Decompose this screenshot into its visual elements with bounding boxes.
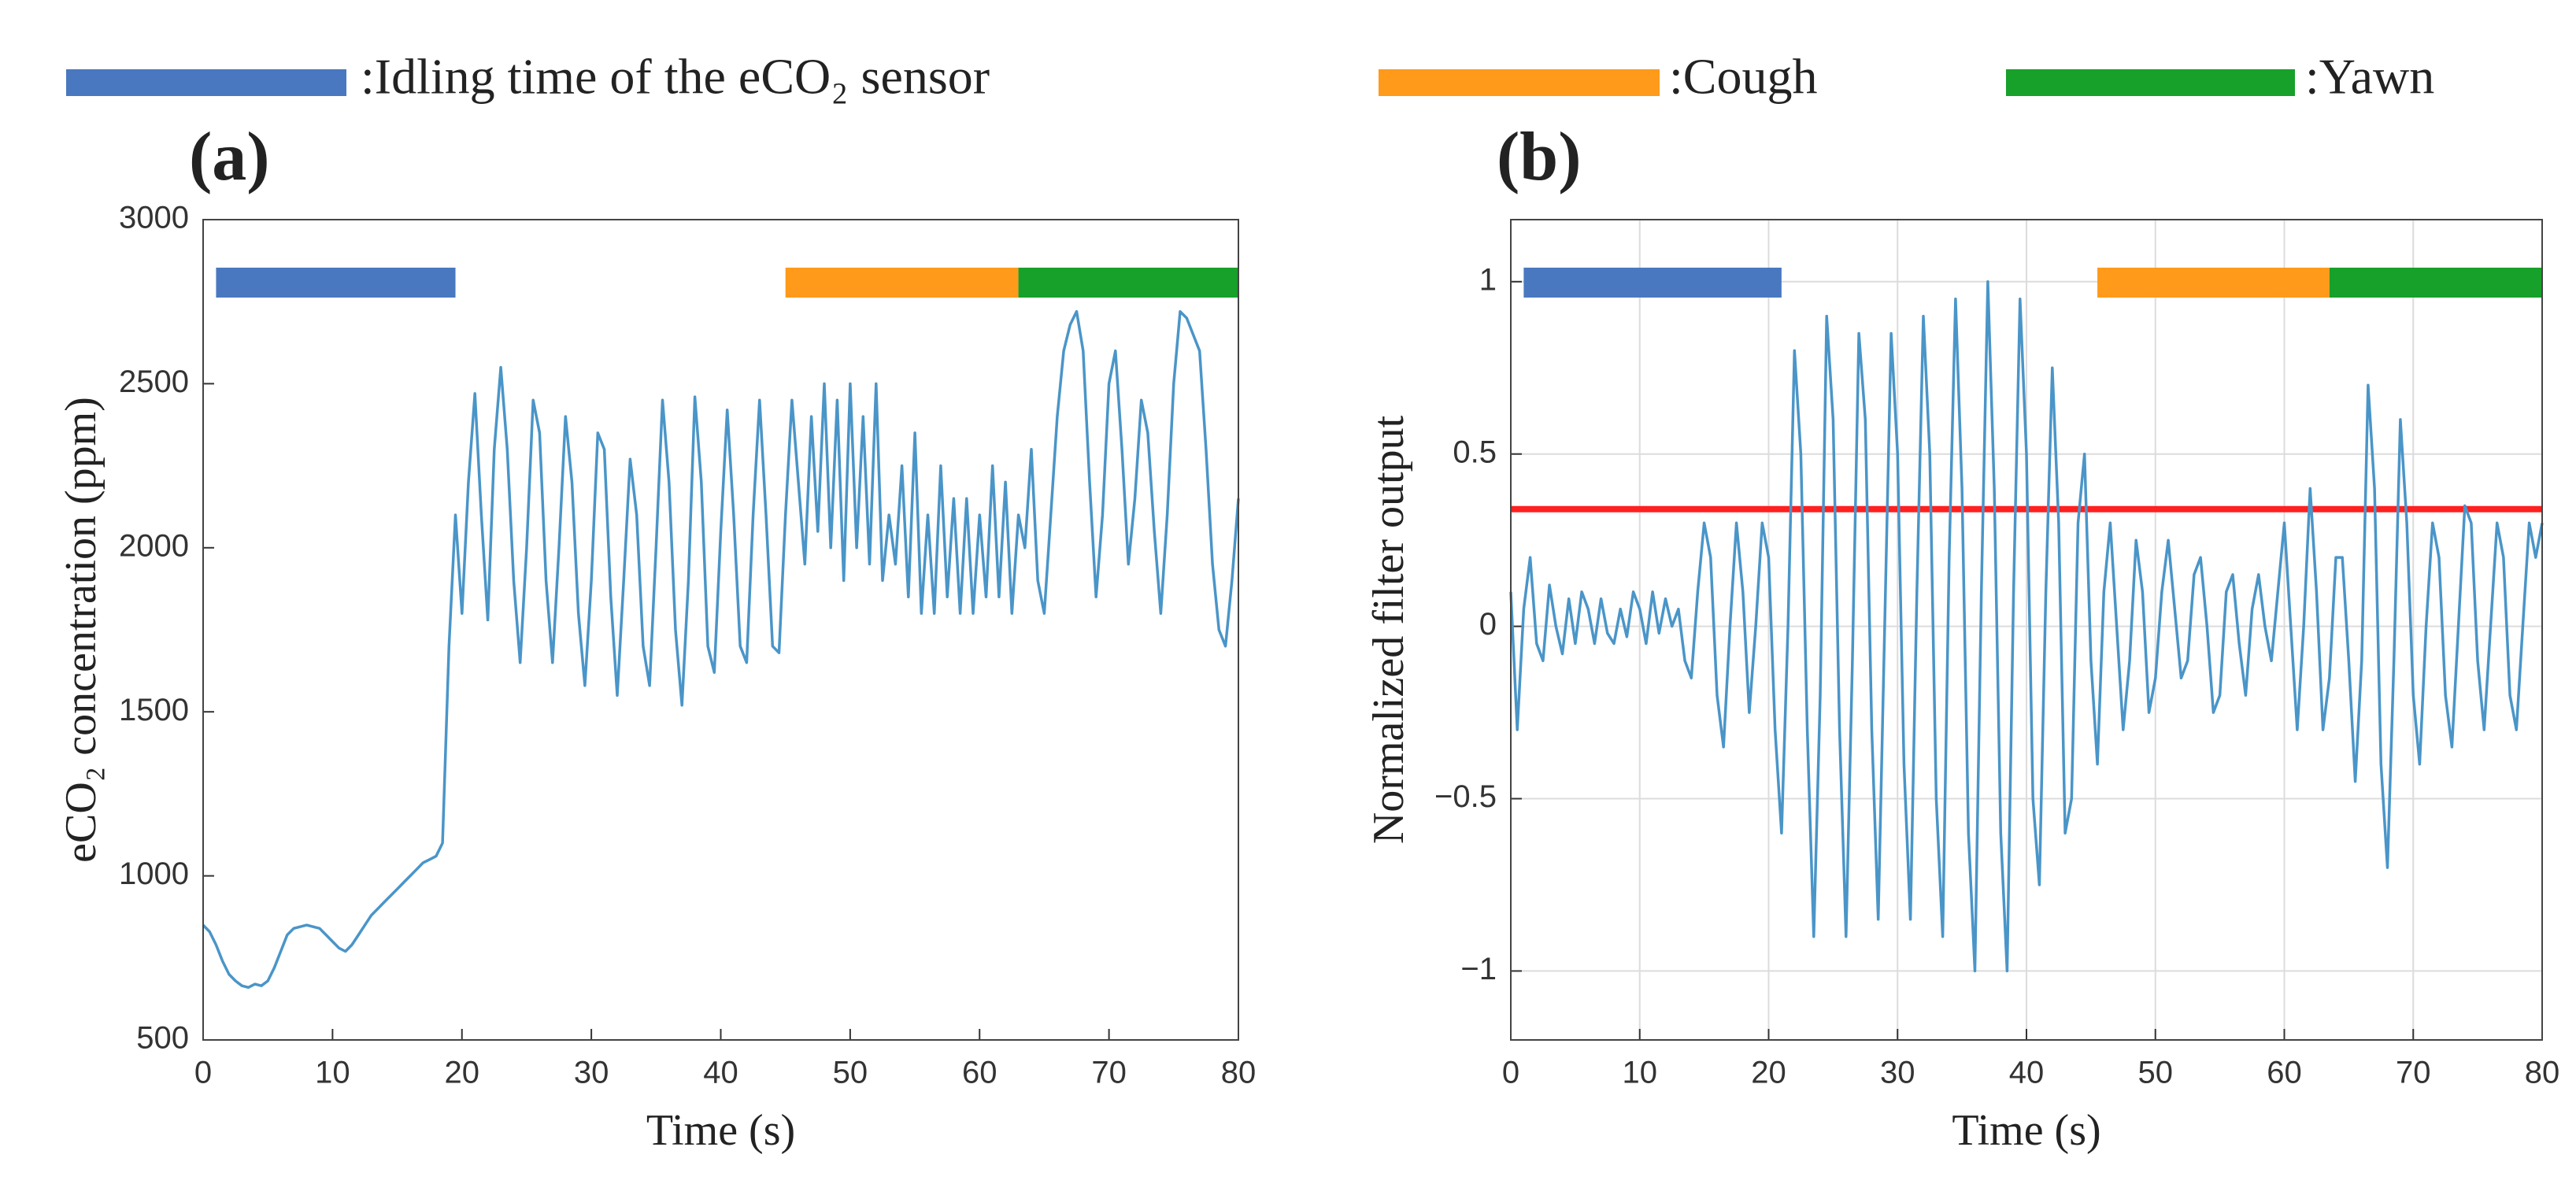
y-tick-label: 2000 — [119, 528, 189, 563]
y-tick-label: 3000 — [119, 201, 189, 235]
legend-swatch — [66, 69, 346, 96]
plot-frame — [1510, 219, 2543, 1041]
y-tick-label: 500 — [136, 1021, 189, 1056]
y-tick-label: 0.5 — [1453, 435, 1497, 469]
plot-area — [203, 220, 1238, 1040]
interval-bar — [1018, 268, 1238, 298]
x-axis-label: Time (s) — [646, 1106, 795, 1155]
y-axis-label: eCO₂ concentration (ppm) — [57, 397, 105, 863]
legend-label: :Cough — [1669, 49, 1817, 105]
x-tick-label: 0 — [1502, 1056, 1519, 1090]
x-tick-label: 20 — [1751, 1056, 1786, 1090]
y-tick-label: 0 — [1479, 607, 1497, 642]
interval-bar — [2329, 268, 2542, 298]
x-tick-label: 70 — [1091, 1056, 1127, 1090]
legend-swatch — [2006, 69, 2295, 96]
x-tick-label: 50 — [2138, 1056, 2174, 1090]
data-line — [1509, 280, 2544, 973]
x-axis-label: Time (s) — [1952, 1106, 2100, 1155]
y-tick-label: 1000 — [119, 857, 189, 891]
x-tick-label: 70 — [2396, 1056, 2431, 1090]
x-tick-label: 0 — [194, 1056, 212, 1090]
y-tick-label: −0.5 — [1434, 779, 1497, 814]
interval-bar — [1523, 268, 1782, 298]
legend-label: :Yawn — [2305, 49, 2434, 105]
x-tick-label: 60 — [2267, 1056, 2302, 1090]
x-tick-label: 50 — [833, 1056, 868, 1090]
x-tick-label: 10 — [1623, 1056, 1658, 1090]
y-axis-label: Normalized filter output — [1364, 415, 1413, 844]
x-tick-label: 80 — [2525, 1056, 2560, 1090]
y-tick-label: −1 — [1460, 952, 1497, 986]
interval-bar — [785, 268, 1019, 298]
chart-title: (b) — [1497, 119, 1582, 195]
y-tick-label: 2500 — [119, 364, 189, 399]
x-tick-label: 10 — [315, 1056, 350, 1090]
x-tick-label: 60 — [962, 1056, 997, 1090]
legend-swatch — [1379, 69, 1660, 96]
plot-frame — [202, 219, 1239, 1041]
x-tick-label: 30 — [1880, 1056, 1915, 1090]
x-tick-label: 80 — [1221, 1056, 1257, 1090]
x-tick-label: 40 — [703, 1056, 738, 1090]
x-tick-label: 30 — [574, 1056, 609, 1090]
legend-label: :Idling time of the eCO₂ sensor — [361, 49, 990, 105]
chart-title: (a) — [189, 119, 270, 195]
interval-bar — [2097, 268, 2330, 298]
interval-bar — [216, 268, 456, 298]
y-tick-label: 1 — [1479, 262, 1497, 297]
data-line — [202, 309, 1240, 990]
x-tick-label: 40 — [2009, 1056, 2045, 1090]
y-tick-label: 1500 — [119, 693, 189, 727]
x-tick-label: 20 — [445, 1056, 480, 1090]
